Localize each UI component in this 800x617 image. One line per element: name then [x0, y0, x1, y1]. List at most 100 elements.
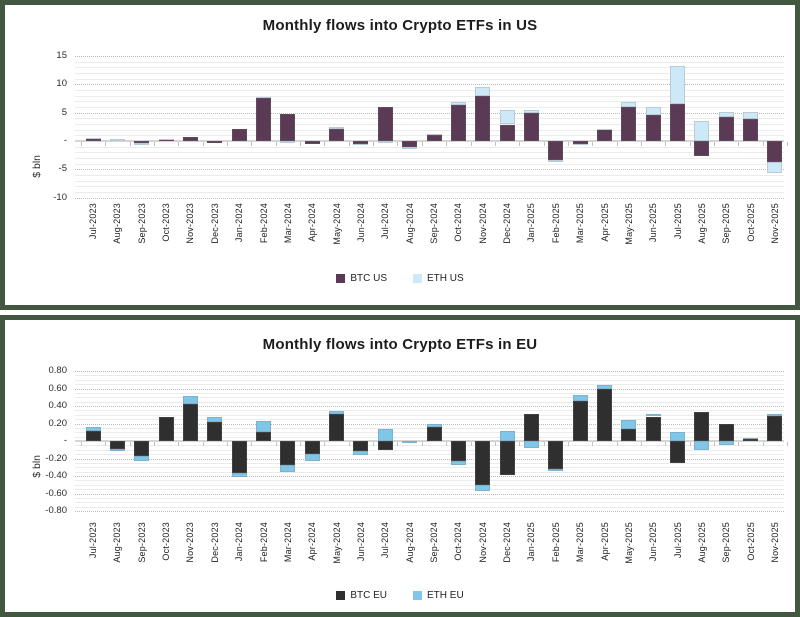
x-axis-label: May-2025: [623, 522, 634, 564]
x-axis-tick: [494, 442, 496, 446]
bar-segment-eth-eu: [597, 385, 612, 389]
minor-gridline: [75, 410, 784, 412]
x-axis-label: May-2025: [623, 203, 634, 245]
y-axis-tick-label: 10: [56, 78, 67, 90]
minor-gridline: [75, 401, 784, 403]
legend-item: ETH EU: [413, 590, 464, 601]
x-axis-line: [75, 140, 784, 142]
minor-gridline: [75, 101, 784, 103]
bar-segment-btc-us: [767, 141, 783, 162]
bar-segment-btc-eu: [572, 400, 588, 442]
x-axis-tick: [275, 442, 277, 446]
minor-gridline: [75, 175, 784, 177]
x-axis-label: Nov-2025: [769, 522, 780, 563]
bar-segment-btc-eu: [256, 432, 271, 442]
bar-segment-btc-us: [523, 113, 539, 141]
bar-segment-eth-eu: [182, 395, 198, 405]
major-gridline: [75, 476, 784, 477]
minor-gridline: [75, 192, 784, 194]
bar-segment-eth-us: [718, 112, 734, 117]
major-gridline: [75, 423, 784, 425]
x-axis-label: Jun-2025: [648, 522, 659, 562]
major-gridline: [75, 371, 784, 372]
x-axis-label: Feb-2024: [258, 522, 269, 563]
bar-segment-eth-eu: [475, 484, 491, 491]
bar-segment-btc-eu: [182, 404, 198, 442]
x-axis-label: Dec-2023: [209, 522, 220, 563]
x-axis-tick: [762, 142, 764, 146]
x-axis-label: Aug-2024: [404, 522, 415, 563]
minor-gridline: [75, 163, 784, 165]
legend-swatch-icon: [413, 274, 422, 283]
legend-swatch-icon: [336, 274, 346, 283]
x-axis-label: Jun-2024: [355, 522, 366, 562]
bar-segment-eth-us: [85, 138, 101, 140]
x-axis-label: Apr-2025: [599, 522, 610, 561]
x-axis-label: Nov-2024: [477, 522, 488, 563]
minor-gridline: [75, 419, 784, 421]
x-axis-tick: [397, 442, 399, 446]
x-axis-label: Jan-2024: [234, 522, 245, 562]
x-axis-label: Nov-2024: [477, 203, 488, 244]
minor-gridline: [75, 384, 784, 386]
x-axis-tick: [153, 142, 155, 146]
x-axis-tick: [129, 442, 131, 446]
x-axis-label: Aug-2025: [696, 203, 707, 244]
bar-segment-eth-us: [329, 126, 345, 130]
bar-segment-eth-us: [645, 106, 661, 116]
bar-segment-btc-us: [207, 141, 223, 144]
x-axis-label: Jan-2025: [526, 522, 537, 562]
bar-segment-eth-eu: [548, 469, 564, 471]
bar-segment-eth-eu: [280, 464, 296, 473]
bar-segment-btc-us: [158, 140, 174, 142]
bar-segment-btc-us: [280, 113, 296, 141]
bar-segment-eth-us: [499, 110, 515, 125]
bar-segment-eth-eu: [621, 420, 637, 429]
bar-segment-btc-us: [548, 141, 564, 160]
minor-gridline: [75, 414, 784, 416]
bar-segment-btc-us: [329, 129, 345, 141]
y-axis-tick-label: 0.60: [48, 382, 68, 394]
legend-swatch-icon: [336, 591, 346, 600]
bar-segment-eth-eu: [377, 428, 393, 442]
bar-segment-btc-us: [85, 138, 101, 141]
x-axis-tick: [80, 442, 82, 446]
x-axis-tick: [494, 142, 496, 146]
bar-segment-btc-eu: [548, 441, 564, 469]
x-axis-label: Oct-2025: [745, 522, 756, 561]
x-axis-label: Jul-2025: [672, 522, 683, 559]
minor-gridline: [75, 397, 784, 399]
bar-segment-btc-us: [231, 128, 247, 141]
x-axis-tick: [762, 442, 764, 446]
legend-label: ETH EU: [427, 590, 464, 601]
bar-segment-btc-us: [304, 141, 320, 145]
bar-segment-eth-eu: [85, 427, 101, 431]
us-legend: BTC US ETH US: [5, 273, 795, 284]
minor-gridline: [75, 129, 784, 131]
legend-swatch-icon: [413, 591, 422, 600]
bar-segment-eth-eu: [426, 424, 442, 427]
minor-gridline: [75, 67, 784, 69]
bar-segment-eth-us: [134, 143, 150, 145]
y-axis-tick-label: 0.20: [48, 417, 68, 429]
x-axis-tick: [275, 142, 277, 146]
x-axis-label: Aug-2023: [112, 203, 123, 244]
bar-segment-eth-us: [353, 143, 369, 146]
bar-segment-btc-us: [256, 98, 271, 141]
minor-gridline: [75, 118, 784, 120]
eu-legend: BTC EU ETH EU: [5, 590, 795, 601]
minor-gridline: [75, 72, 784, 74]
x-axis-label: Mar-2025: [575, 522, 586, 563]
us-chart-title: Monthly flows into Crypto ETFs in US: [262, 17, 538, 34]
minor-gridline: [75, 454, 784, 456]
bar-segment-btc-us: [670, 104, 685, 141]
x-axis-label: May-2024: [331, 203, 342, 245]
minor-gridline: [75, 467, 784, 469]
x-axis-label: Apr-2025: [599, 203, 610, 242]
x-axis-tick: [251, 442, 253, 446]
x-axis-label: Aug-2024: [404, 203, 415, 244]
minor-gridline: [75, 95, 784, 97]
bar-segment-eth-us: [548, 159, 564, 163]
x-axis-label: Oct-2025: [745, 203, 756, 242]
